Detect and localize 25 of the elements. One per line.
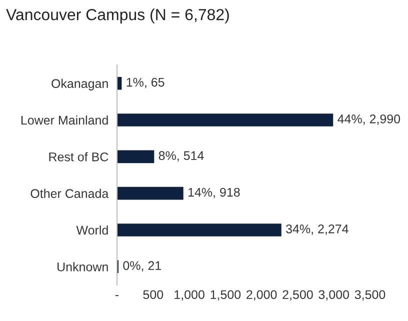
x-tick-label: 3,000 <box>318 290 350 301</box>
x-tick-label: 1,500 <box>210 290 241 301</box>
y-tick-label: World <box>76 225 108 235</box>
data-label: 44%, 2,990 <box>338 114 400 125</box>
y-tick-label: Okanagan <box>52 78 108 90</box>
bar <box>117 150 154 164</box>
bar <box>117 224 282 236</box>
data-label: 14%, 918 <box>188 188 240 198</box>
x-tick-label: 1,000 <box>174 290 204 301</box>
x-tick-label: 2,000 <box>246 290 277 301</box>
x-tick-label: 3,500 <box>354 290 386 301</box>
data-label: 0%, 21 <box>123 261 161 272</box>
y-tick-label: Rest of BC <box>49 152 108 162</box>
y-tick-label: Other Canada <box>30 188 109 198</box>
data-label: 8%, 514 <box>158 151 204 162</box>
x-tick-label: 2,500 <box>282 290 313 301</box>
y-tick-label: Unknown <box>58 262 108 272</box>
bar <box>117 114 334 126</box>
x-tick-label: - <box>115 295 119 296</box>
y-tick-label: Lower Mainland <box>21 115 108 125</box>
x-tick-label: 500 <box>143 290 164 300</box>
chart-title: Vancouver Campus (N = 6,782) <box>6 8 229 24</box>
data-label: 1%, 65 <box>126 78 164 88</box>
data-label: 34%, 2,274 <box>286 224 348 235</box>
bar <box>117 186 184 200</box>
